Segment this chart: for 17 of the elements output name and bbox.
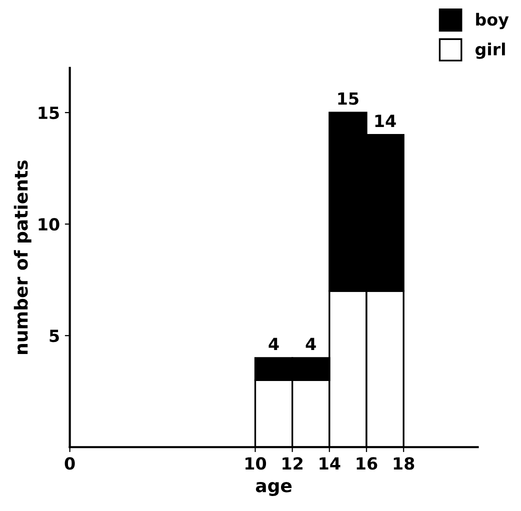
x-tick-label: 0 (64, 457, 75, 470)
x-axis-title: age (256, 482, 292, 496)
legend-label: girl (475, 42, 505, 59)
x-tick-label: 10 (246, 457, 266, 470)
total-label: 14 (375, 114, 396, 127)
total-label: 15 (338, 92, 358, 105)
legend-label: boy (476, 12, 509, 30)
y-axis-title: number of patients (14, 160, 32, 354)
x-tick-label: 12 (282, 457, 302, 470)
x-tick-label: 14 (320, 457, 340, 470)
total-label: 4 (306, 338, 316, 350)
x-tick-label: 16 (356, 457, 378, 470)
x-tick-label: 18 (394, 457, 414, 470)
y-tick-label: 5 (50, 330, 59, 342)
y-tick-label: 15 (38, 106, 59, 120)
total-label: 4 (268, 338, 279, 350)
y-tick-label: 10 (38, 218, 60, 231)
